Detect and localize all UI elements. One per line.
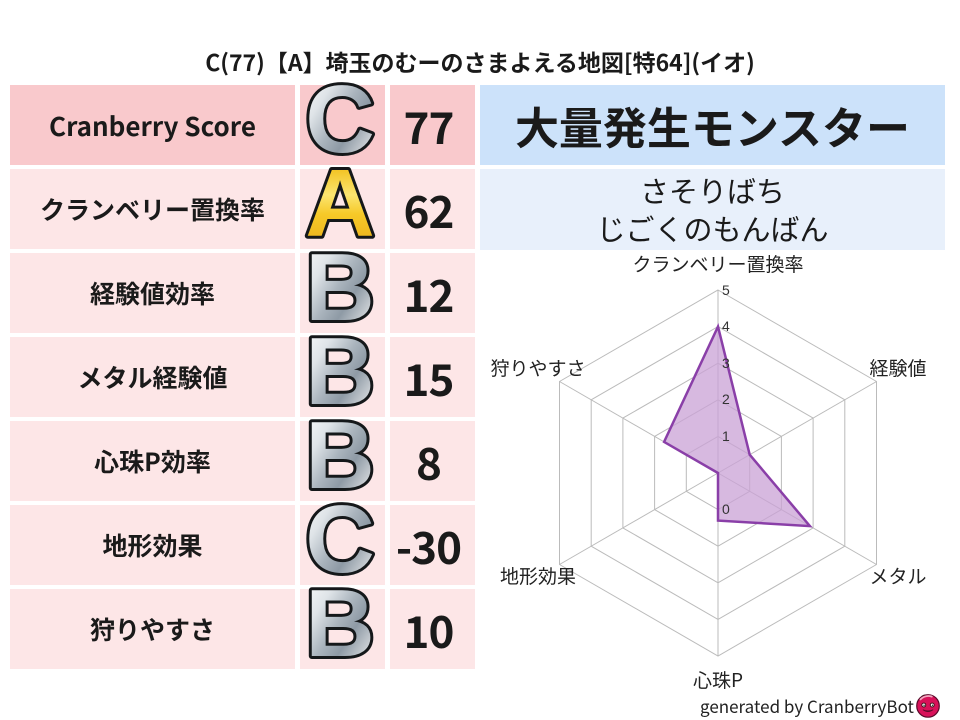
svg-text:メタル: メタル <box>869 562 926 589</box>
svg-text:心珠P: 心珠P <box>693 666 743 693</box>
svg-text:2: 2 <box>722 391 730 407</box>
svg-text:4: 4 <box>722 318 730 334</box>
svg-text:地形効果: 地形効果 <box>500 562 576 589</box>
svg-text:クランベリー置換率: クランベリー置換率 <box>632 250 803 277</box>
svg-text:0: 0 <box>722 501 730 517</box>
svg-text:5: 5 <box>722 282 730 298</box>
svg-text:経験値: 経験値 <box>869 354 926 381</box>
svg-text:1: 1 <box>722 428 730 444</box>
svg-text:3: 3 <box>722 355 730 371</box>
svg-text:狩りやすさ: 狩りやすさ <box>490 354 585 381</box>
